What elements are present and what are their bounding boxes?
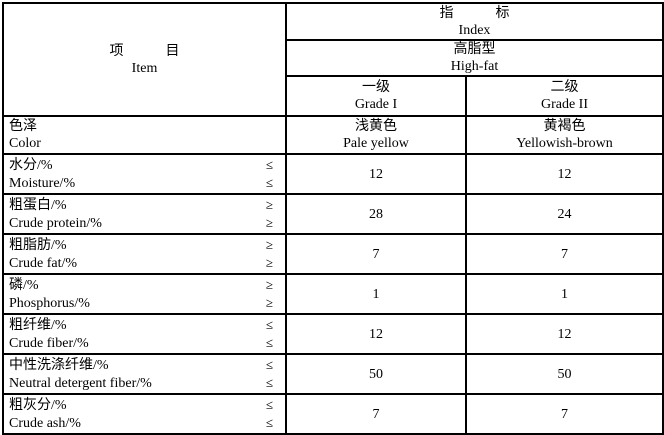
row-label-cn: 粗蛋白/% bbox=[9, 198, 67, 213]
item-header-cell: 项 目 Item bbox=[2, 2, 287, 117]
row-label-cell: 中性洗涤纤维/% ≤ Neutral detergent fiber/% ≤ bbox=[2, 353, 287, 395]
value-line: 24 bbox=[557, 206, 572, 222]
row-value-grade1: 28 bbox=[285, 193, 467, 235]
table-row: 中性洗涤纤维/% ≤ Neutral detergent fiber/% ≤50 50 bbox=[2, 353, 664, 395]
limit-symbol: ≤ bbox=[265, 375, 273, 390]
limit-symbol: ≤ bbox=[265, 317, 273, 332]
index-header-cell: 指 标 Index bbox=[285, 2, 664, 41]
limit-symbol: ≥ bbox=[265, 237, 273, 252]
grade2-header-cell: 二级 Grade II bbox=[465, 75, 664, 117]
row-label-cell: 磷/% ≥ Phosphorus/% ≥ bbox=[2, 273, 287, 315]
row-label-cell: 色泽 Color bbox=[2, 115, 287, 155]
limit-symbol: ≤ bbox=[265, 157, 273, 172]
value-line: 浅黄色 bbox=[355, 119, 397, 134]
value-line: 1 bbox=[372, 286, 380, 302]
value-line: 28 bbox=[369, 206, 383, 222]
row-value-grade1: 1 bbox=[285, 273, 467, 315]
grade1-header-cell: 一级 Grade I bbox=[285, 75, 467, 117]
table-row: 色泽 Color 浅黄色 Pale yellow 黄褐色 Yellowish-brown bbox=[2, 115, 664, 155]
table-row: 粗灰分/% ≤ Crude ash/% ≤7 7 bbox=[2, 393, 664, 435]
row-label-en: Color bbox=[9, 136, 41, 151]
row-label-en: Crude fat/% bbox=[9, 256, 78, 271]
limit-symbol: ≥ bbox=[265, 255, 273, 270]
row-label-cell: 粗蛋白/% ≥ Crude protein/% ≥ bbox=[2, 193, 287, 235]
value-line: 12 bbox=[557, 326, 572, 342]
limit-symbol: ≤ bbox=[265, 357, 273, 372]
table-row: 磷/% ≥ Phosphorus/% ≥1 1 bbox=[2, 273, 664, 315]
limit-symbol: ≥ bbox=[265, 197, 273, 212]
value-line: 7 bbox=[372, 246, 380, 262]
grade1-header-cn: 一级 bbox=[362, 80, 390, 95]
row-value-grade2: 7 bbox=[465, 393, 664, 435]
row-label-cn: 粗脂肪/% bbox=[9, 238, 67, 253]
row-value-grade1: 7 bbox=[285, 233, 467, 275]
table-row: 粗蛋白/% ≥ Crude protein/% ≥28 24 bbox=[2, 193, 664, 235]
row-label-en: Crude fiber/% bbox=[9, 336, 89, 351]
limit-symbol: ≥ bbox=[265, 295, 273, 310]
value-line: 12 bbox=[557, 166, 572, 182]
table-row: 粗脂肪/% ≥ Crude fat/% ≥7 7 bbox=[2, 233, 664, 275]
value-line: Yellowish-brown bbox=[516, 136, 613, 151]
row-label-cn: 水分/% bbox=[9, 158, 53, 173]
limit-symbol: ≤ bbox=[265, 175, 273, 190]
value-line: 50 bbox=[369, 366, 383, 382]
header-row-index: 项 目 Item 指 标 Index bbox=[2, 2, 664, 117]
value-line: 7 bbox=[561, 406, 568, 422]
row-value-grade2: 50 bbox=[465, 353, 664, 395]
row-value-grade2: 1 bbox=[465, 273, 664, 315]
row-value-grade2: 黄褐色 Yellowish-brown bbox=[465, 115, 664, 155]
limit-symbol: ≤ bbox=[265, 397, 273, 412]
value-line: 12 bbox=[369, 166, 383, 182]
grade2-header-cn: 二级 bbox=[550, 80, 579, 95]
grade1-header-en: Grade I bbox=[354, 97, 398, 112]
limit-symbol: ≤ bbox=[265, 335, 273, 350]
value-line: 1 bbox=[561, 286, 568, 302]
row-value-grade1: 12 bbox=[285, 153, 467, 195]
row-value-grade1: 7 bbox=[285, 393, 467, 435]
value-line: 7 bbox=[561, 246, 568, 262]
value-line: 12 bbox=[369, 326, 383, 342]
row-value-grade2: 12 bbox=[465, 153, 664, 195]
row-label-en: Neutral detergent fiber/% bbox=[9, 376, 152, 391]
row-label-cell: 粗灰分/% ≤ Crude ash/% ≤ bbox=[2, 393, 287, 435]
limit-symbol: ≥ bbox=[265, 277, 273, 292]
item-header-cn: 项 目 bbox=[109, 43, 180, 59]
row-label-cn: 色泽 bbox=[9, 119, 37, 134]
type-header-en: High-fat bbox=[450, 59, 499, 74]
row-label-en: Crude protein/% bbox=[9, 216, 102, 231]
grade2-header-en: Grade II bbox=[540, 97, 589, 112]
value-line: 50 bbox=[557, 366, 572, 382]
table-row: 水分/% ≤ Moisture/% ≤12 12 bbox=[2, 153, 664, 195]
row-value-grade1: 12 bbox=[285, 313, 467, 355]
row-label-en: Phosphorus/% bbox=[9, 296, 90, 311]
row-label-cell: 粗脂肪/% ≥ Crude fat/% ≥ bbox=[2, 233, 287, 275]
value-line: 黄褐色 bbox=[543, 119, 586, 134]
limit-symbol: ≥ bbox=[265, 215, 273, 230]
table-row: 粗纤维/% ≤ Crude fiber/% ≤12 12 bbox=[2, 313, 664, 355]
item-header-en: Item bbox=[131, 60, 158, 76]
value-line: 7 bbox=[372, 406, 380, 422]
row-label-cell: 水分/% ≤ Moisture/% ≤ bbox=[2, 153, 287, 195]
row-label-en: Moisture/% bbox=[9, 176, 76, 191]
row-value-grade2: 7 bbox=[465, 233, 664, 275]
header-row-type: 高脂型 High-fat bbox=[3, 39, 664, 77]
row-label-cell: 粗纤维/% ≤ Crude fiber/% ≤ bbox=[2, 313, 287, 355]
row-value-grade1: 50 bbox=[285, 353, 467, 395]
type-header-cn: 高脂型 bbox=[453, 42, 496, 57]
index-header-cn: 指 标 bbox=[439, 5, 510, 21]
row-label-cn: 粗纤维/% bbox=[9, 318, 67, 333]
index-header-en: Index bbox=[458, 22, 491, 38]
row-label-cn: 磷/% bbox=[9, 278, 39, 293]
type-header-cell: 高脂型 High-fat bbox=[285, 39, 664, 77]
limit-symbol: ≤ bbox=[265, 415, 273, 430]
row-label-cn: 中性洗涤纤维/% bbox=[9, 358, 109, 373]
row-value-grade2: 24 bbox=[465, 193, 664, 235]
row-value-grade2: 12 bbox=[465, 313, 664, 355]
value-line: Pale yellow bbox=[343, 136, 409, 151]
row-value-grade1: 浅黄色 Pale yellow bbox=[285, 115, 467, 155]
header-row-grades: 一级 Grade I 二级 Grade II bbox=[3, 75, 664, 117]
row-label-en: Crude ash/% bbox=[9, 416, 81, 431]
